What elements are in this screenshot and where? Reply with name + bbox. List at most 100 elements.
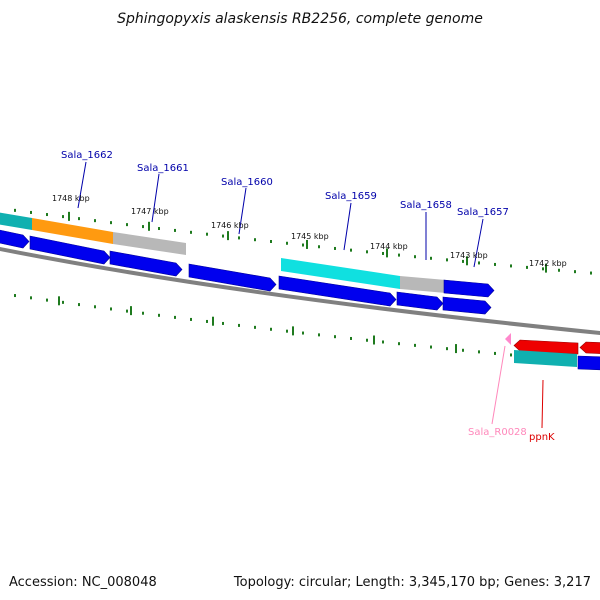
tick-major (130, 306, 132, 316)
kbp-label-1747: 1747 kbp (131, 207, 169, 216)
tick-dot (78, 303, 80, 307)
label-leader (238, 187, 247, 235)
tick-dot (430, 256, 432, 260)
gene-label-sala-1661[interactable]: Sala_1661 (137, 163, 189, 174)
tick-dot (398, 253, 400, 257)
tick-dot (574, 270, 576, 274)
feature-grey-a (113, 232, 186, 255)
tick-dot (430, 345, 432, 349)
cds-arrow (188, 263, 277, 292)
tick-dot (142, 311, 144, 315)
gene-label-ppnk[interactable]: ppnK (529, 432, 555, 443)
gene-label-sala-r0028[interactable]: Sala_R0028 (468, 427, 527, 438)
tick-dot (350, 248, 352, 252)
gene-label-sala-1662[interactable]: Sala_1662 (61, 150, 113, 161)
gene-label-sala-1659[interactable]: Sala_1659 (325, 191, 377, 202)
tick-dot (158, 227, 160, 231)
tick-dot (446, 347, 448, 351)
tick-dot (414, 343, 416, 347)
tick-dot (286, 329, 288, 333)
tick-dot (270, 239, 272, 243)
kbp-label-1748: 1748 kbp (52, 194, 90, 203)
tick-dot (46, 298, 48, 302)
tick-dot (558, 268, 560, 272)
tick-dot (174, 228, 176, 232)
accession-text: Accession: NC_008048 (9, 575, 157, 590)
tick-dot (30, 296, 32, 300)
tick-dot (238, 236, 240, 240)
map-title: Sphingopyxis alaskensis RB2256, complete… (117, 11, 483, 27)
cds-arrow (443, 279, 495, 298)
tick-dot (382, 340, 384, 344)
tick-major (68, 211, 70, 221)
tick-dot (206, 232, 208, 236)
label-leader (343, 202, 352, 251)
inner-tick-ring (14, 294, 539, 361)
cds-arrow (442, 296, 492, 315)
label-leader (77, 161, 87, 209)
tick-dot (190, 317, 192, 321)
feature-orange (32, 218, 113, 244)
tick-major (212, 316, 214, 326)
tick-dot (334, 246, 336, 250)
tick-dot (46, 213, 48, 217)
gene-label-sala-1658[interactable]: Sala_1658 (400, 200, 452, 211)
gene-label-sala-1657[interactable]: Sala_1657 (457, 207, 509, 218)
feature-teal-left (0, 212, 32, 230)
tick-dot (318, 245, 320, 249)
tick-dot (462, 259, 464, 263)
kbp-label-1745: 1745 kbp (291, 232, 329, 241)
tick-dot (334, 335, 336, 339)
tick-dot (382, 251, 384, 255)
tick-dot (110, 307, 112, 311)
cds-arrow (577, 355, 600, 371)
tick-major (227, 231, 229, 241)
label-leader (151, 173, 160, 223)
label-leader-lines (77, 161, 544, 429)
tick-major (148, 221, 150, 231)
gene-label-sala-1660[interactable]: Sala_1660 (221, 177, 273, 188)
tick-dot (62, 215, 64, 219)
tick-dot (206, 319, 208, 323)
tick-dot (62, 300, 64, 304)
tick-major (466, 256, 468, 266)
outer-tick-ring (14, 208, 592, 275)
tick-dot (478, 261, 480, 265)
tick-dot (478, 350, 480, 354)
tick-dot (254, 325, 256, 329)
tick-dot (350, 336, 352, 340)
tick-dot (286, 241, 288, 245)
kbp-label-1744: 1744 kbp (370, 242, 408, 251)
tick-dot (366, 338, 368, 342)
tick-major (455, 344, 457, 354)
cds-arrow (278, 275, 397, 307)
tick-major (373, 335, 375, 345)
feature-ppnk-red (513, 339, 579, 355)
tick-dot (174, 315, 176, 319)
genome-backbone (0, 246, 600, 335)
tick-dot (446, 258, 448, 262)
tick-dot (494, 262, 496, 266)
tick-dot (126, 309, 128, 313)
tick-dot (126, 223, 128, 227)
tick-dot (494, 351, 496, 355)
tick-dot (302, 243, 304, 247)
feature-rna-pink (505, 333, 511, 345)
label-leader (541, 379, 544, 429)
kbp-label-1746: 1746 kbp (211, 221, 249, 230)
tick-dot (110, 221, 112, 225)
tick-dot (254, 238, 256, 242)
tick-dot (190, 230, 192, 234)
tick-dot (222, 321, 224, 325)
tick-dot (318, 333, 320, 337)
tick-dot (510, 353, 512, 357)
tick-dot (590, 271, 592, 275)
kbp-label-1743: 1743 kbp (450, 251, 488, 260)
tick-dot (222, 234, 224, 238)
feature-cyan (281, 258, 400, 289)
tick-dot (238, 323, 240, 327)
tick-dot (14, 294, 16, 298)
kbp-label-1742: 1742 kbp (529, 259, 567, 268)
